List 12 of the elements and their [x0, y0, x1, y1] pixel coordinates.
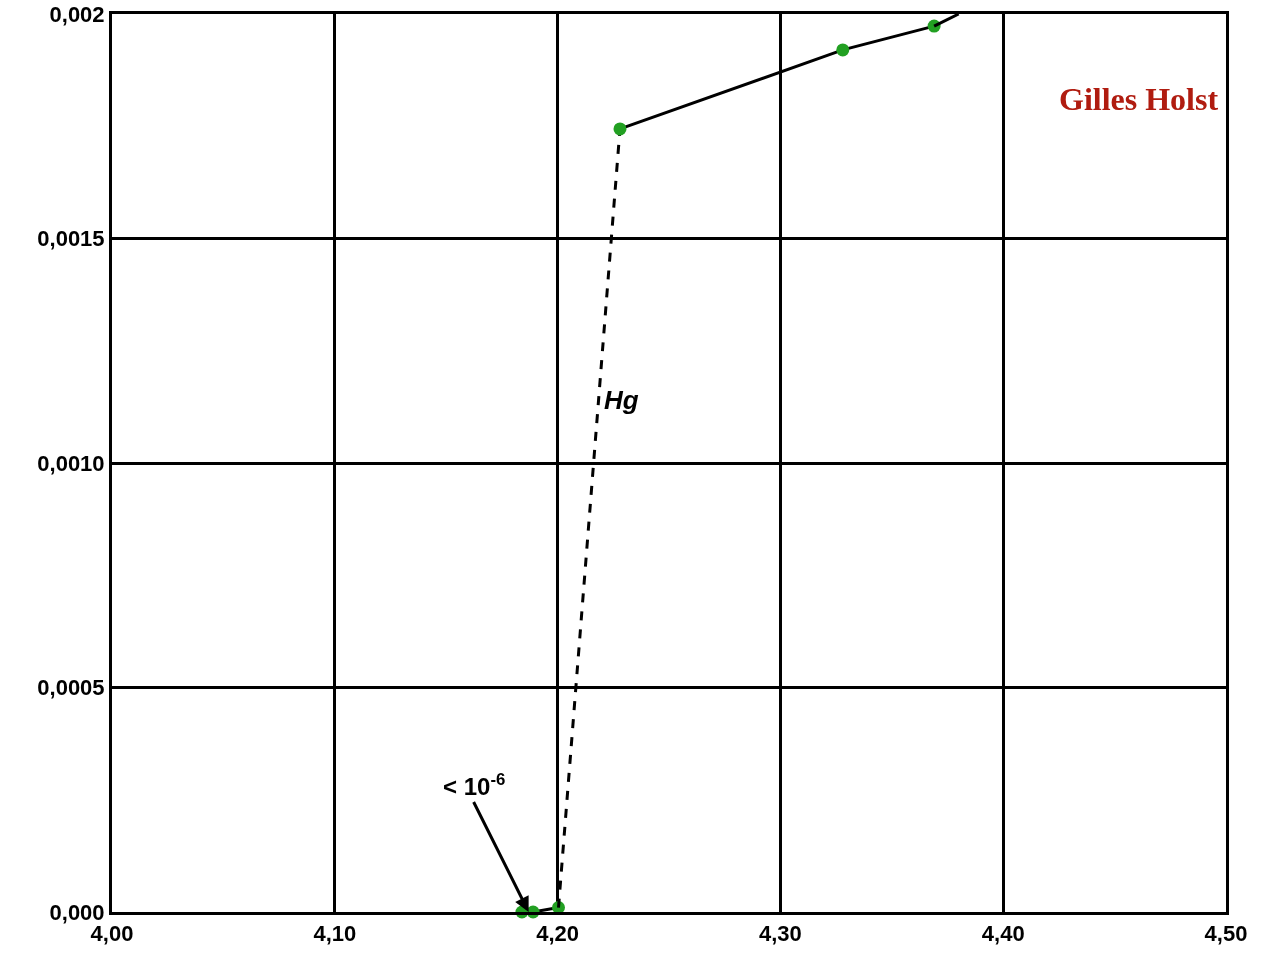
x-tick-label: 4,20	[536, 921, 580, 947]
x-tick-label: 4,40	[981, 921, 1025, 947]
annotation: < 10$^{-6}$	[443, 770, 506, 801]
x-tick-label: 4,10	[313, 921, 357, 947]
annotation: Gilles Holst	[1059, 81, 1219, 117]
y-tick-label: 0,0015	[37, 226, 105, 252]
y-tick-label: 0,0005	[37, 675, 105, 701]
x-tick-label: 4,50	[1204, 921, 1248, 947]
annotation: Hg	[604, 385, 639, 415]
y-tick-label: 0,0010	[37, 450, 105, 476]
y-tick-label: 0,002	[49, 1, 105, 27]
x-tick-label: 4,30	[758, 921, 802, 947]
